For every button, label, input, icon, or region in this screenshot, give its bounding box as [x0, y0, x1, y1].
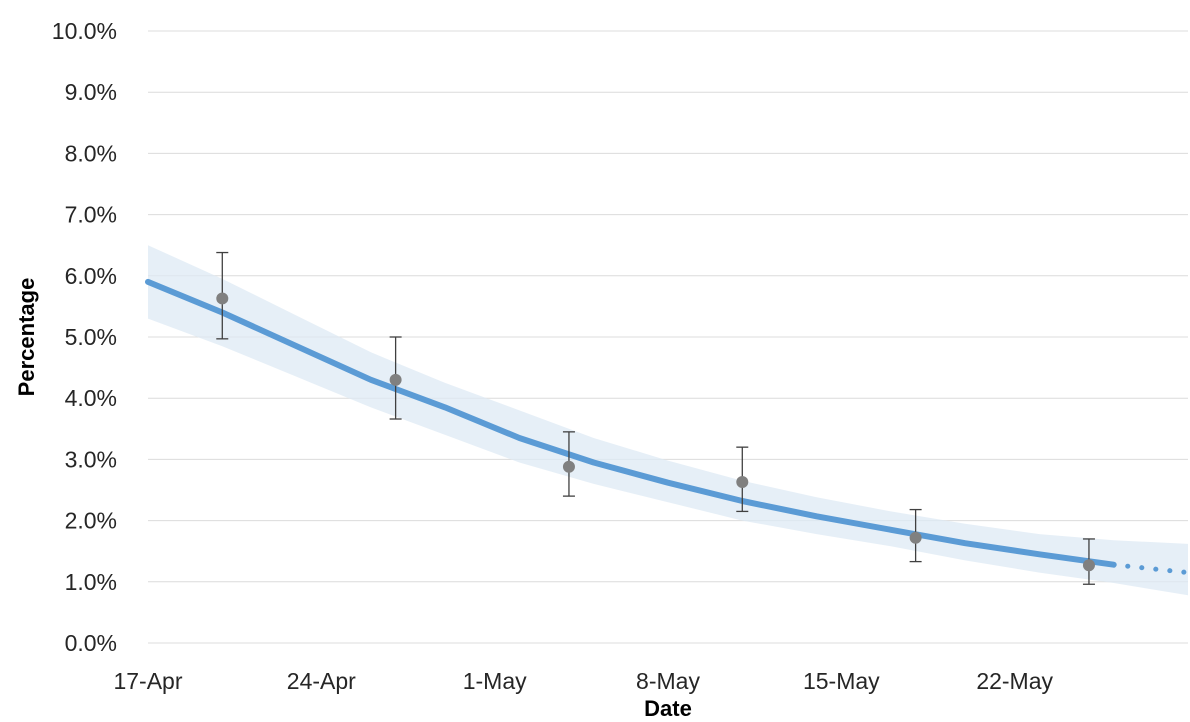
estimate-point: [389, 336, 402, 420]
y-tick-label: 1.0%: [65, 569, 117, 595]
y-tick-label: 4.0%: [65, 385, 117, 411]
y-tick-label: 10.0%: [52, 18, 117, 44]
confidence-band-area: [148, 245, 1188, 596]
trend-line: [145, 278, 1117, 568]
y-tick-label: 6.0%: [65, 263, 117, 289]
y-tick-label: 5.0%: [65, 324, 117, 350]
x-tick-label: 15-May: [803, 668, 880, 694]
estimate-point: [909, 508, 922, 563]
estimate-points: [216, 251, 1095, 585]
trend-series: [145, 278, 1190, 576]
y-tick-label: 9.0%: [65, 79, 117, 105]
estimate-point: [216, 251, 229, 340]
y-axis-ticks: 0.0% 1.0% 2.0% 3.0% 4.0% 5.0% 6.0% 7.0% 8.0% 9.0%…: [52, 18, 117, 656]
x-axis-ticks: 17-Apr 24-Apr 1-May 8-May 15-May 22-May: [113, 668, 1053, 694]
y-tick-label: 8.0%: [65, 140, 117, 166]
y-tick-label: 3.0%: [65, 446, 117, 472]
x-axis-title: Date: [644, 696, 692, 721]
x-tick-label: 17-Apr: [113, 668, 182, 694]
x-tick-label: 1-May: [463, 668, 527, 694]
y-tick-label: 0.0%: [65, 630, 117, 656]
point-marker: [1082, 559, 1095, 572]
point-marker: [389, 373, 402, 386]
point-marker: [736, 476, 749, 489]
point-marker: [216, 292, 229, 305]
estimate-point: [1082, 538, 1095, 585]
point-marker: [909, 531, 922, 544]
x-tick-label: 8-May: [636, 668, 700, 694]
y-axis-title: Percentage: [14, 278, 39, 397]
y-tick-label: 7.0%: [65, 202, 117, 228]
estimate-point: [736, 446, 749, 513]
x-tick-label: 24-Apr: [287, 668, 356, 694]
estimate-point: [562, 431, 575, 497]
y-tick-label: 2.0%: [65, 508, 117, 534]
trend-projection-line: [1111, 562, 1190, 576]
point-marker: [562, 460, 575, 473]
x-tick-label: 22-May: [976, 668, 1053, 694]
confidence-band: [148, 245, 1188, 596]
